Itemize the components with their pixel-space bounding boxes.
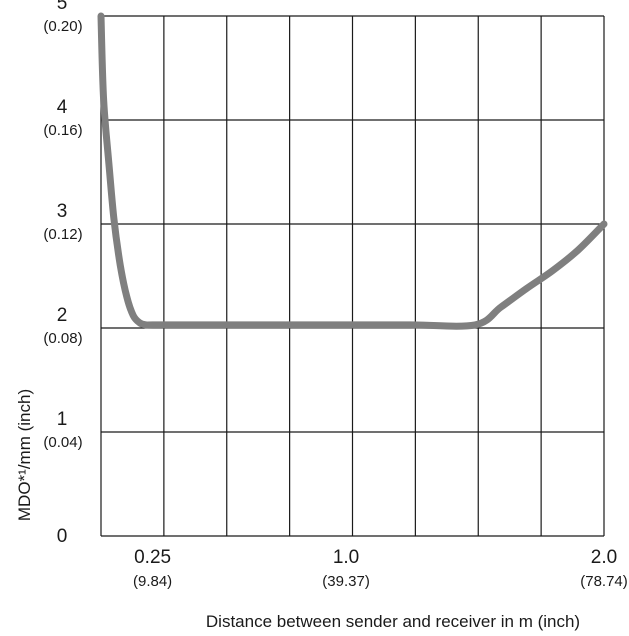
x-tick-sublabel: (39.37) <box>322 573 370 590</box>
y-tick-labels: 0 1 (0.04) 2 (0.08) 3 (0.12) 4 (0.16) 5 (0.20) <box>43 0 82 547</box>
x-tick-sublabel: (9.84) <box>133 573 172 590</box>
y-axis-label: MDO*¹/mm (inch) <box>15 389 34 521</box>
y-tick-sublabel: (0.08) <box>43 330 82 347</box>
x-tick-sublabel: (78.74) <box>580 573 628 590</box>
x-tick-label: 1.0 <box>333 547 359 568</box>
y-tick-label: 1 <box>57 409 68 430</box>
grid <box>100 15 605 537</box>
x-axis-label: Distance between sender and receiver in … <box>206 612 580 631</box>
x-tick-label: 0.25 <box>134 547 171 568</box>
y-tick-sublabel: (0.04) <box>43 434 82 451</box>
y-tick-label: 5 <box>57 0 68 14</box>
x-tick-labels: 0.25 (9.84) 1.0 (39.37) 2.0 (78.74) <box>133 547 628 590</box>
y-tick-sublabel: (0.20) <box>43 18 82 35</box>
x-tick-label: 2.0 <box>591 547 617 568</box>
y-tick-sublabel: (0.12) <box>43 226 82 243</box>
y-tick-label: 0 <box>57 526 68 547</box>
y-tick-label: 2 <box>57 305 68 326</box>
series-line <box>97 12 608 330</box>
y-tick-label: 3 <box>57 201 68 222</box>
y-tick-label: 4 <box>57 97 68 118</box>
y-tick-sublabel: (0.16) <box>43 122 82 139</box>
series-layer <box>97 12 608 330</box>
